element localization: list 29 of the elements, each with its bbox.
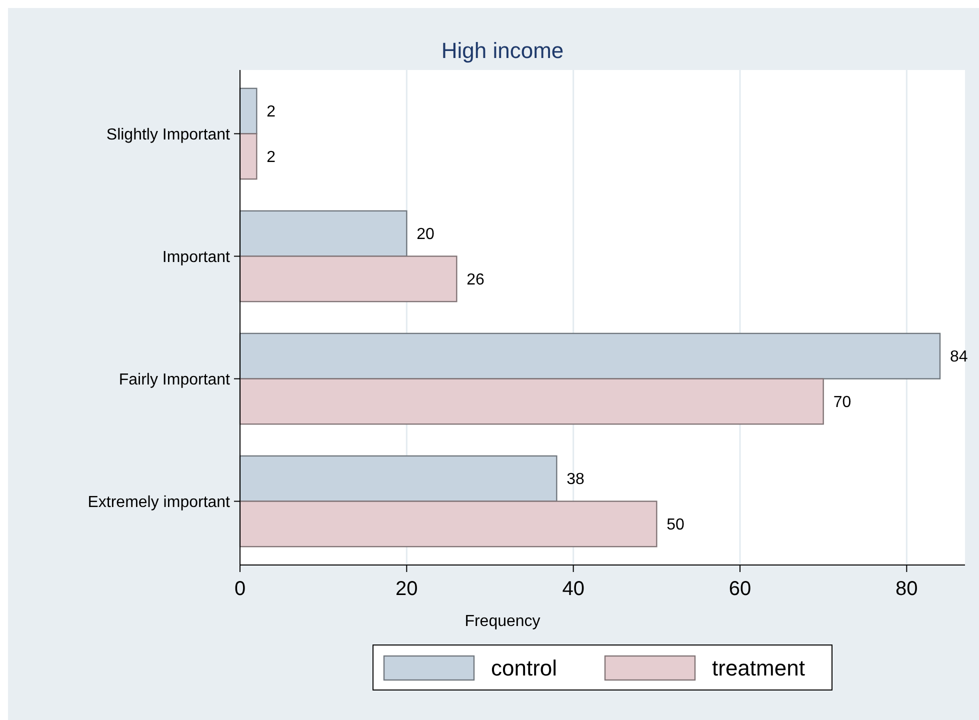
data-label: 84 bbox=[950, 348, 968, 366]
x-tick-label: 60 bbox=[728, 578, 752, 600]
bar bbox=[239, 500, 658, 548]
bar bbox=[239, 455, 558, 502]
y-tick-label: Slightly Important bbox=[106, 126, 231, 144]
y-tick-label: Important bbox=[162, 248, 231, 266]
data-label: 26 bbox=[466, 272, 485, 289]
x-tick-label: 0 bbox=[234, 578, 246, 600]
data-label: 2 bbox=[266, 148, 276, 166]
legend-label: control bbox=[491, 656, 558, 681]
x-tick-label: 80 bbox=[896, 578, 918, 600]
legend-label: treatment bbox=[712, 656, 805, 681]
y-tick-label: Extremely important bbox=[88, 494, 231, 511]
data-label: 2 bbox=[266, 104, 276, 121]
bar bbox=[239, 256, 458, 302]
bar bbox=[239, 210, 408, 257]
x-tick-label: 20 bbox=[396, 578, 418, 600]
bar bbox=[239, 378, 824, 425]
bar bbox=[239, 133, 258, 180]
bar bbox=[239, 332, 941, 380]
data-label: 38 bbox=[566, 471, 585, 488]
chart-title: High income bbox=[441, 38, 564, 63]
x-tick-label: 40 bbox=[562, 578, 584, 600]
data-label: 50 bbox=[666, 516, 685, 534]
data-label: 70 bbox=[833, 394, 852, 412]
x-axis-title: Frequency bbox=[464, 613, 540, 630]
y-tick-label: Fairly Important bbox=[118, 371, 231, 388]
bar bbox=[239, 88, 258, 134]
data-label: 20 bbox=[416, 226, 435, 244]
